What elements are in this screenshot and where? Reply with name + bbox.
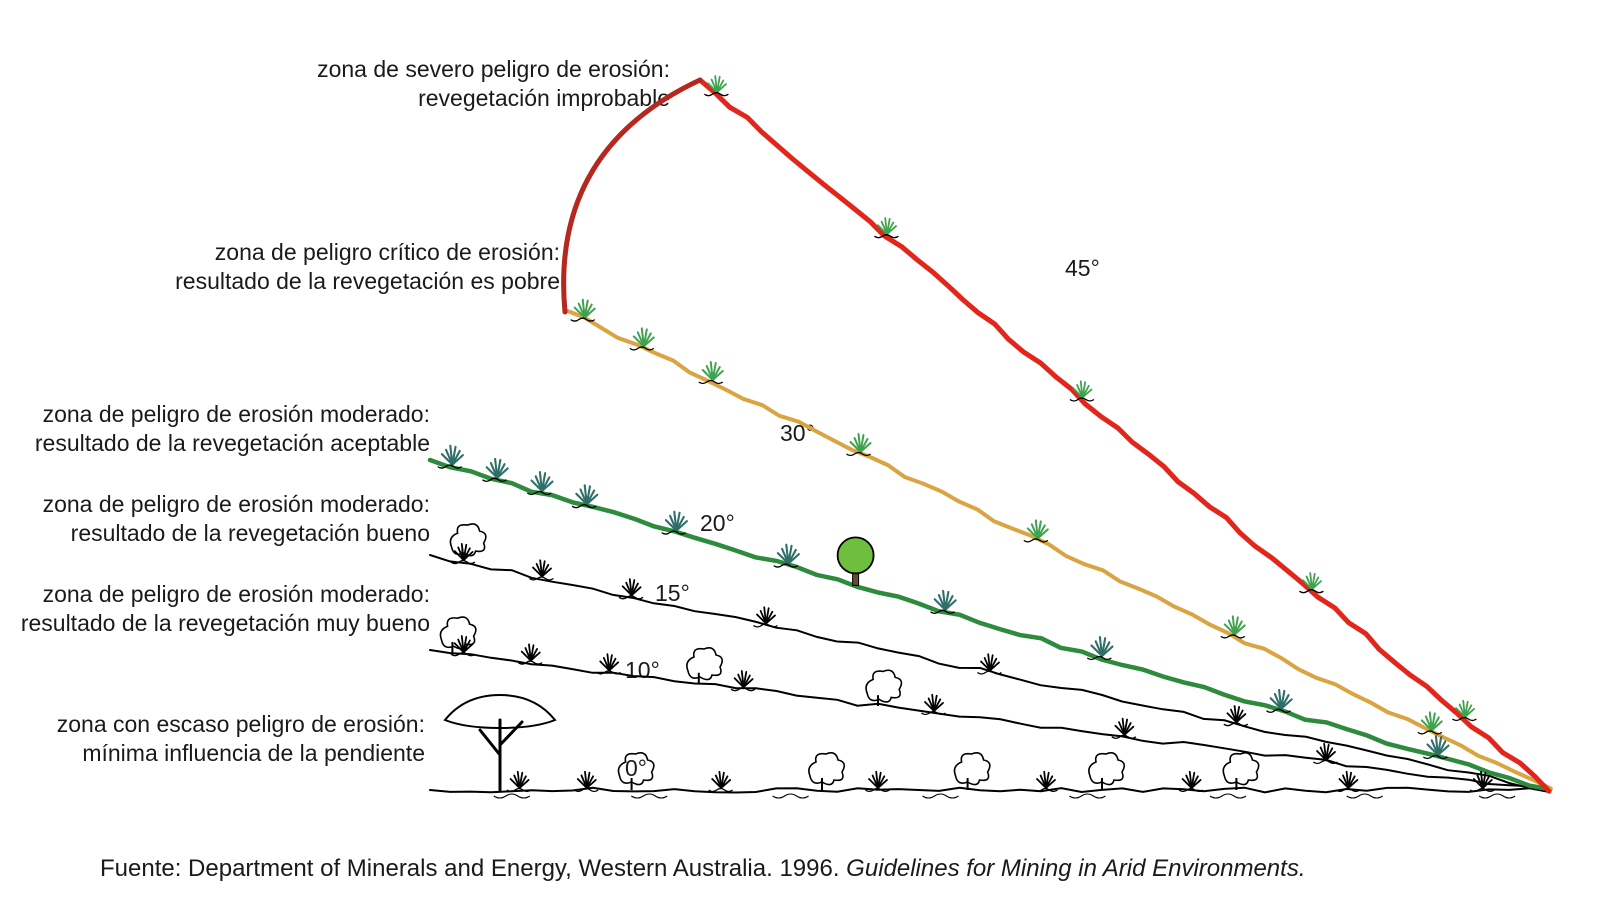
critical-arc bbox=[564, 80, 700, 312]
slope-svg bbox=[0, 0, 1600, 917]
slope-lines bbox=[430, 80, 1551, 793]
slope-line-30 bbox=[565, 310, 1551, 789]
vegetation bbox=[438, 76, 1515, 798]
slope-line-20 bbox=[430, 460, 1550, 789]
erosion-slope-diagram: zona de severo peligro de erosión: reveg… bbox=[0, 0, 1600, 917]
